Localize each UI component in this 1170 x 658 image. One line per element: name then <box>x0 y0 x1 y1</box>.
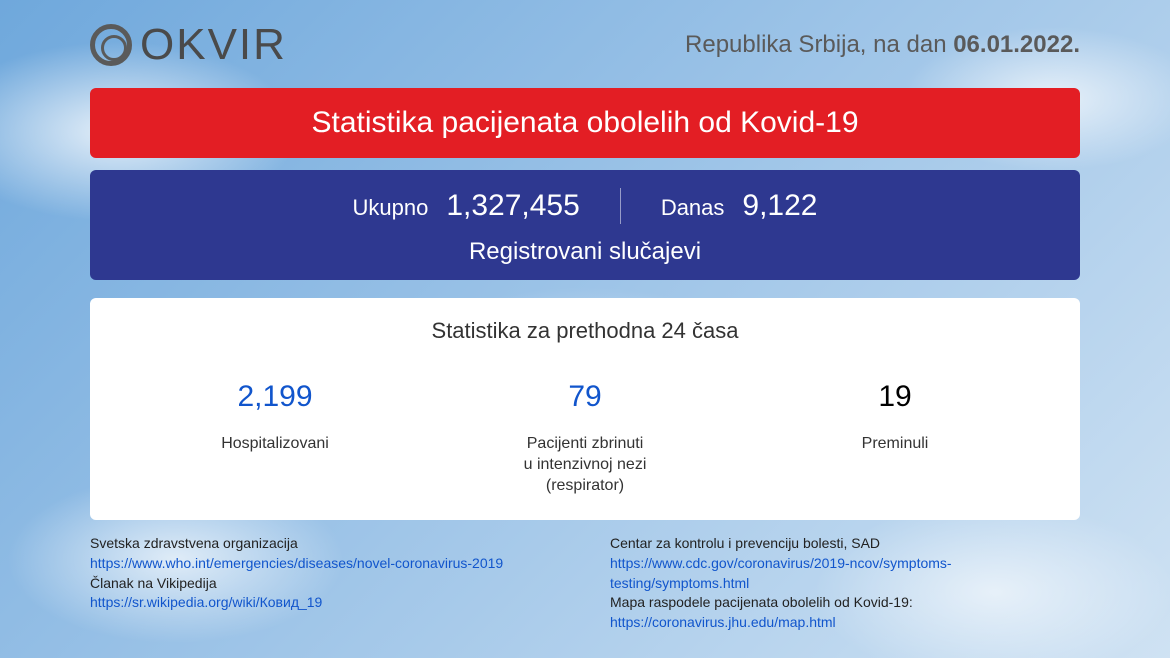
stat-icu: 79 Pacijenti zbrinutiu intenzivnoj nezi(… <box>430 380 740 496</box>
title-text: Statistika pacijenata obolelih od Kovid-… <box>311 106 858 139</box>
footer: Svetska zdravstvena organizacija https:/… <box>90 534 1080 632</box>
summary-subtitle: Registrovani slučajevi <box>110 238 1060 266</box>
who-title: Svetska zdravstvena organizacija <box>90 534 560 554</box>
stats-row: 2,199 Hospitalizovani 79 Pacijenti zbrin… <box>120 380 1050 496</box>
stat-value: 79 <box>430 380 740 414</box>
header: OKVIR Republika Srbija, na dan 06.01.202… <box>90 20 1080 70</box>
date-line: Republika Srbija, na dan 06.01.2022. <box>685 31 1080 59</box>
footer-left: Svetska zdravstvena organizacija https:/… <box>90 534 560 632</box>
stats-title: Statistika za prethodna 24 časa <box>120 318 1050 344</box>
logo-text: OKVIR <box>140 20 287 70</box>
logo: OKVIR <box>90 20 287 70</box>
stat-label: Preminuli <box>740 434 1050 455</box>
divider <box>620 188 621 224</box>
summary-row: Ukupno 1,327,455 Danas 9,122 <box>110 188 1060 224</box>
map-title: Mapa raspodele pacijenata obolelih od Ko… <box>610 593 1080 613</box>
wiki-link[interactable]: https://sr.wikipedia.org/wiki/Ковид_19 <box>90 594 322 610</box>
stat-value: 2,199 <box>120 380 430 414</box>
today-stat: Danas 9,122 <box>661 189 818 223</box>
wiki-title: Članak na Vikipedija <box>90 574 560 594</box>
logo-icon <box>90 24 132 66</box>
date-prefix: Republika Srbija, na dan <box>685 31 953 58</box>
total-label: Ukupno <box>353 195 429 221</box>
title-banner: Statistika pacijenata obolelih od Kovid-… <box>90 88 1080 158</box>
total-stat: Ukupno 1,327,455 <box>353 189 580 223</box>
cdc-link[interactable]: https://www.cdc.gov/coronavirus/2019-nco… <box>610 555 952 591</box>
main-content: OKVIR Republika Srbija, na dan 06.01.202… <box>0 0 1170 642</box>
footer-right: Centar za kontrolu i prevenciju bolesti,… <box>560 534 1080 632</box>
date-value: 06.01.2022. <box>953 31 1080 58</box>
stat-label: Hospitalizovani <box>120 434 430 455</box>
stat-label: Pacijenti zbrinutiu intenzivnoj nezi(res… <box>430 434 740 496</box>
cdc-title: Centar za kontrolu i prevenciju bolesti,… <box>610 534 1080 554</box>
who-link[interactable]: https://www.who.int/emergencies/diseases… <box>90 555 503 571</box>
summary-banner: Ukupno 1,327,455 Danas 9,122 Registrovan… <box>90 170 1080 280</box>
stat-deceased: 19 Preminuli <box>740 380 1050 496</box>
total-value: 1,327,455 <box>446 189 579 223</box>
stat-value: 19 <box>740 380 1050 414</box>
map-link[interactable]: https://coronavirus.jhu.edu/map.html <box>610 614 836 630</box>
today-value: 9,122 <box>742 189 817 223</box>
stats-panel: Statistika za prethodna 24 časa 2,199 Ho… <box>90 298 1080 520</box>
today-label: Danas <box>661 195 725 221</box>
stat-hospitalized: 2,199 Hospitalizovani <box>120 380 430 496</box>
